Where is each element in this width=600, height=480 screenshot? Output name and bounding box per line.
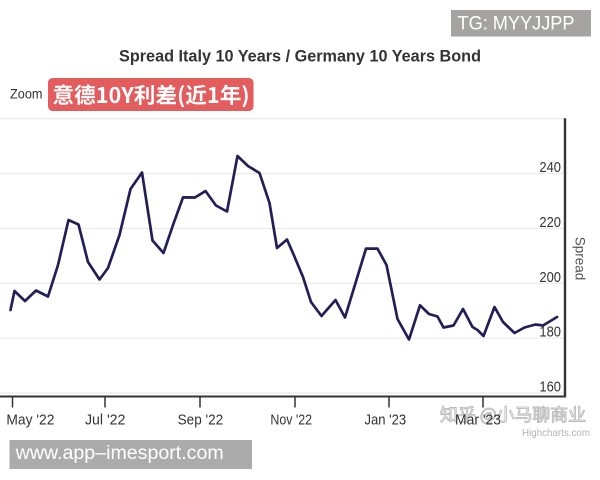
svg-text:180: 180 <box>539 324 561 341</box>
svg-text:Highcharts.com: Highcharts.com <box>522 427 590 439</box>
svg-text:TG: MYYJJPP: TG: MYYJJPP <box>458 14 575 35</box>
svg-text:220: 220 <box>539 214 561 231</box>
svg-text:Jul '22: Jul '22 <box>85 412 126 429</box>
svg-text:Mar '23: Mar '23 <box>455 412 501 429</box>
svg-text:200: 200 <box>539 269 561 286</box>
svg-text:Sep '22: Sep '22 <box>178 412 224 429</box>
svg-text:Zoom: Zoom <box>10 86 43 102</box>
svg-text:Jan '23: Jan '23 <box>365 412 407 429</box>
svg-text:160: 160 <box>539 379 561 396</box>
svg-text:May '22: May '22 <box>6 412 54 429</box>
svg-text:240: 240 <box>539 159 561 176</box>
svg-text:Spread Italy 10 Years / German: Spread Italy 10 Years / Germany 10 Years… <box>119 47 481 66</box>
svg-text:www.app–imesport.com: www.app–imesport.com <box>15 443 224 464</box>
svg-text:Spread: Spread <box>573 237 588 281</box>
svg-text:Nov '22: Nov '22 <box>270 412 312 429</box>
